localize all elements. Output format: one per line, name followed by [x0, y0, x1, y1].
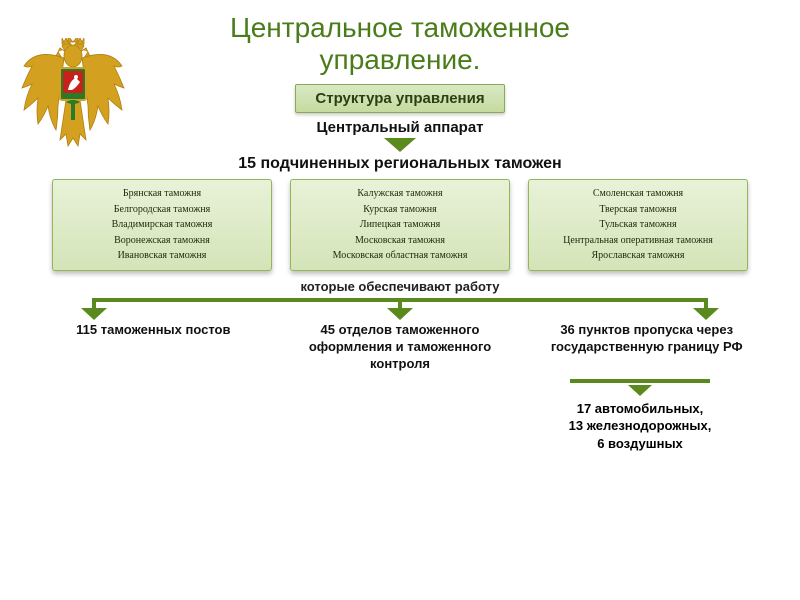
- connector-arrow-right-icon: [693, 308, 719, 320]
- col2-line: Курская таможня: [299, 202, 501, 218]
- final-line: 6 воздушных: [520, 435, 760, 453]
- col3-line: Ярославская таможня: [537, 248, 739, 264]
- eagle-shield-icon: [18, 38, 128, 158]
- connector-three-way: [60, 298, 740, 320]
- customs-column-1: Брянская таможня Белгородская таможня Вл…: [52, 179, 272, 271]
- final-breakdown: 17 автомобильных, 13 железнодорожных, 6 …: [520, 400, 760, 453]
- connector-arrow-mid-icon: [387, 308, 413, 320]
- final-arrow-block: 17 автомобильных, 13 железнодорожных, 6 …: [520, 379, 760, 453]
- bottom-item-departments: 45 отделов таможенного оформления и тамо…: [287, 322, 514, 373]
- final-line: 13 железнодорожных,: [520, 417, 760, 435]
- col3-line: Центральная оперативная таможня: [537, 233, 739, 249]
- customs-column-3: Смоленская таможня Тверская таможня Туль…: [528, 179, 748, 271]
- customs-columns: Брянская таможня Белгородская таможня Вл…: [0, 179, 800, 271]
- col1-line: Брянская таможня: [61, 186, 263, 202]
- col2-line: Московская областная таможня: [299, 248, 501, 264]
- col1-line: Владимирская таможня: [61, 217, 263, 233]
- col2-line: Московская таможня: [299, 233, 501, 249]
- col3-line: Смоленская таможня: [537, 186, 739, 202]
- col2-line: Калужская таможня: [299, 186, 501, 202]
- arrow-down-small-icon: [628, 385, 652, 396]
- title-line-2: управление.: [320, 44, 481, 75]
- col3-line: Тверская таможня: [537, 202, 739, 218]
- col2-line: Липецкая таможня: [299, 217, 501, 233]
- bottom-item-checkpoints: 36 пунктов пропуска через государственну…: [533, 322, 760, 373]
- col1-line: Воронежская таможня: [61, 233, 263, 249]
- customs-column-2: Калужская таможня Курская таможня Липецк…: [290, 179, 510, 271]
- structure-box: Структура управления: [295, 84, 505, 113]
- title-line-1: Центральное таможенное: [230, 12, 570, 43]
- final-line: 17 автомобильных,: [520, 400, 760, 418]
- col1-line: Белгородская таможня: [61, 202, 263, 218]
- regional-heading: 15 подчиненных региональных таможен: [0, 155, 800, 173]
- bottom-row: 115 таможенных постов 45 отделов таможен…: [0, 320, 800, 373]
- bottom-item-posts: 115 таможенных постов: [40, 322, 267, 373]
- arrow-down-icon: [384, 138, 416, 152]
- col1-line: Ивановская таможня: [61, 248, 263, 264]
- col3-line: Тульская таможня: [537, 217, 739, 233]
- customs-emblem: [18, 38, 128, 158]
- provide-text: которые обеспечивают работу: [0, 279, 800, 294]
- connector-arrow-left-icon: [81, 308, 107, 320]
- final-connector-h: [570, 379, 710, 383]
